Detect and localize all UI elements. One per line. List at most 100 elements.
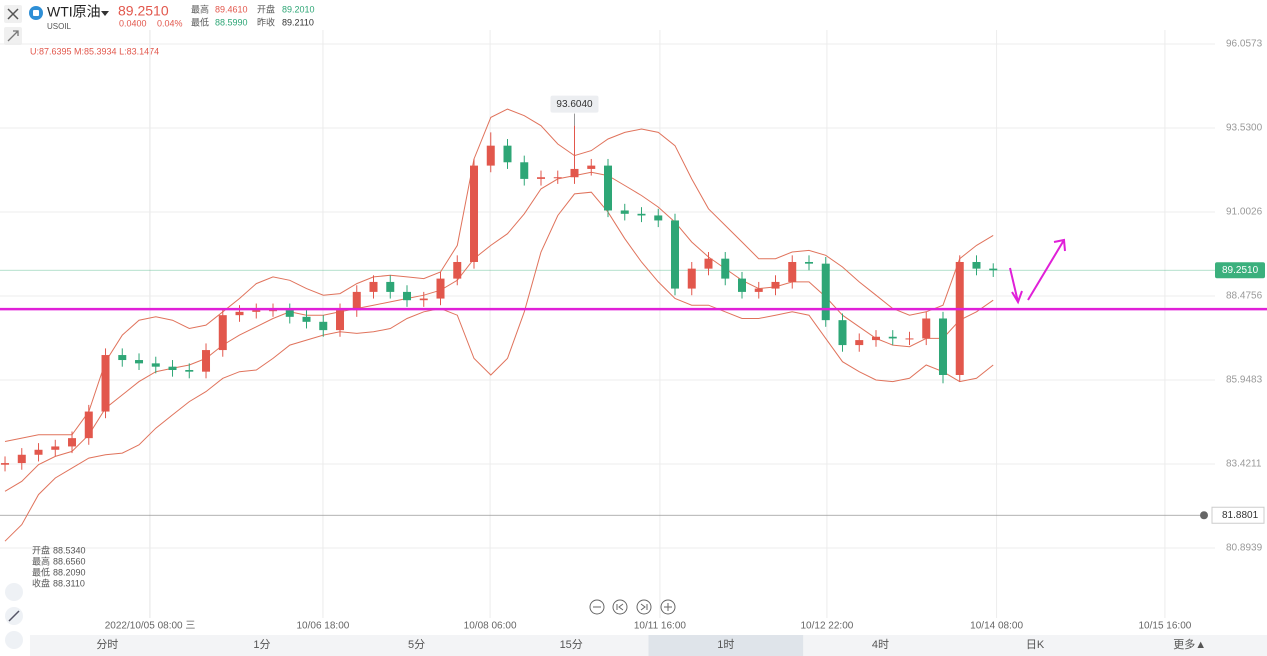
y-tick-label: 93.5300 [1226, 123, 1263, 134]
x-tick-label: 2022/10/05 08:00 三 [105, 621, 196, 632]
candle-body [804, 261, 813, 264]
zoom-controls [589, 599, 676, 615]
candle-body [855, 340, 864, 346]
x-tick-label: 10/15 16:00 [1139, 621, 1192, 632]
stat-value: 89.2110 [282, 17, 314, 27]
candle-body [168, 366, 177, 371]
candle-body [737, 278, 746, 292]
candle-body [17, 454, 26, 464]
candle-body [654, 215, 663, 221]
zoom-icons [593, 603, 672, 611]
price-tag [1215, 262, 1265, 279]
symbol-icon-inner [33, 10, 39, 16]
candle-body [838, 320, 847, 346]
tab-label[interactable]: 1分 [253, 638, 270, 651]
candle-body [972, 261, 981, 269]
candle-body [537, 177, 546, 179]
tab-label[interactable]: 4时 [872, 638, 889, 651]
bollinger-upper [4, 108, 994, 442]
change: 0.0400 [119, 18, 147, 28]
stat-label: 开盘 [257, 3, 275, 14]
tab-label[interactable]: 15分 [560, 638, 583, 651]
candle-body [821, 263, 830, 321]
candle-body [151, 363, 160, 367]
stat-value: 88.5990 [215, 17, 248, 27]
candle-body [218, 315, 227, 351]
candle-body [587, 165, 596, 169]
tab-label[interactable]: 1时 [717, 638, 734, 651]
down-arrow [1009, 267, 1023, 305]
candle-body [202, 350, 211, 372]
candle-body [352, 291, 361, 311]
cursor-value: 88.5340 [53, 545, 86, 555]
candle-body [955, 261, 964, 375]
cursor-value: 88.6560 [53, 556, 86, 566]
cursor-label: 开盘 [32, 544, 50, 555]
candle-body [319, 321, 328, 331]
tool-button[interactable] [5, 583, 23, 601]
stat-value: 89.2010 [282, 4, 315, 14]
candle-body [101, 355, 110, 412]
last-price: 89.2510 [118, 3, 169, 19]
y-tick-label: 88.4756 [1226, 291, 1263, 302]
tab-label[interactable]: 5分 [408, 638, 425, 651]
candle-body [520, 162, 529, 179]
candle-body [637, 213, 646, 216]
plot: 96.0573 93.5300 91.0026 88.4756 85.9483 83.42… [0, 30, 1267, 632]
stat-value: 89.4610 [215, 4, 248, 14]
symbol-name[interactable]: WTI原油 [47, 4, 101, 20]
pen-icon [8, 610, 20, 622]
price-tag-label: 89.2510 [1222, 265, 1259, 276]
symbol-code: USOIL [47, 22, 72, 31]
tab-label[interactable]: 日K [1026, 639, 1045, 651]
stat-label: 最高 [191, 3, 209, 14]
candle-body [687, 268, 696, 289]
candle-body [118, 355, 127, 361]
y-tick-label: 83.4211 [1226, 459, 1262, 470]
cursor-label: 最低 [32, 566, 50, 577]
cursor-value: 88.2090 [53, 567, 86, 577]
peak-label: 93.6040 [556, 99, 593, 110]
change-pct: 0.04% [157, 18, 183, 28]
bollinger-lower [4, 191, 994, 542]
candle-body [369, 281, 378, 292]
candle-body [470, 165, 479, 262]
cursor-value: 88.3110 [53, 578, 85, 588]
x-tick-label: 10/06 18:00 [297, 621, 350, 632]
alert-tag [1211, 506, 1265, 524]
candle-body [403, 291, 412, 301]
stat-label: 最低 [191, 16, 209, 27]
candle-body [34, 449, 43, 455]
x-tick-label: 10/11 16:00 [634, 621, 687, 632]
candle-body [888, 336, 897, 339]
candle-body [754, 288, 763, 292]
candle-body [989, 268, 998, 271]
candle-body [938, 318, 947, 375]
candle-body [604, 165, 613, 211]
bell-icon [1200, 511, 1208, 520]
tab[interactable] [648, 635, 804, 656]
candle-body [436, 278, 445, 299]
tool-icon [7, 30, 19, 42]
y-tick-label: 91.0026 [1226, 207, 1263, 218]
tab-label[interactable]: 分时 [96, 638, 118, 651]
stat-label: 昨收 [257, 16, 275, 27]
candle-body [503, 145, 512, 163]
tab-label[interactable]: 更多▲ [1173, 637, 1206, 651]
candle-body [51, 446, 60, 450]
candle-body [386, 281, 395, 292]
candle-body [871, 336, 880, 341]
candle-body [269, 310, 278, 312]
cursor-label: 收盘 [32, 577, 50, 588]
candle-body [453, 261, 462, 279]
candle-body [185, 370, 194, 372]
tool-button[interactable] [5, 631, 23, 649]
y-tick-label: 96.0573 [1226, 39, 1263, 50]
indicator-values: U:87.6395 M:85.3934 L:83.1474 [30, 46, 159, 56]
candle-body [922, 318, 931, 339]
candle-body [671, 220, 679, 289]
dropdown-arrow[interactable] [101, 11, 109, 16]
candle-body [235, 311, 244, 316]
candle-body [1, 463, 10, 465]
